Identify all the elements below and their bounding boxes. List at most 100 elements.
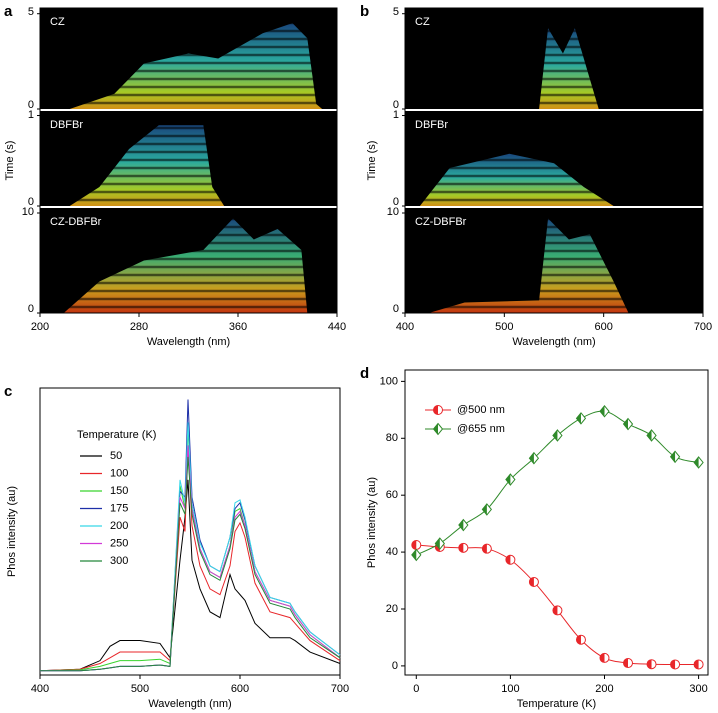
panel-label: d xyxy=(360,365,369,382)
marker-half xyxy=(435,538,440,550)
spectrum-line xyxy=(40,422,341,672)
marker-half xyxy=(694,659,699,669)
marker-half xyxy=(647,429,652,441)
marker xyxy=(599,404,610,418)
subplot-label: DBFBr xyxy=(415,119,448,131)
marker xyxy=(622,417,634,431)
marker xyxy=(433,405,443,415)
y-axis-title: Phos intensity (au) xyxy=(6,486,18,577)
marker xyxy=(458,542,469,553)
spectrum-line xyxy=(39,445,341,672)
spectrum-line xyxy=(40,456,341,672)
y-tick-label: 10 xyxy=(387,206,399,218)
marker-half xyxy=(623,418,629,430)
marker xyxy=(481,503,493,516)
marker xyxy=(623,658,634,669)
marker-half xyxy=(529,577,534,587)
marker xyxy=(528,576,539,587)
x-tick-label: 500 xyxy=(131,683,149,695)
x-axis-title: Wavelength (nm) xyxy=(512,336,595,348)
marker-half xyxy=(647,659,652,669)
marker xyxy=(505,473,516,486)
marker-half xyxy=(411,540,417,550)
y-axis-title: Phos intensity (au) xyxy=(366,477,378,568)
spectrum-line xyxy=(39,479,341,672)
marker-half xyxy=(411,549,417,561)
y-tick-label: 0 xyxy=(28,196,34,208)
streak-emission xyxy=(40,125,337,206)
marker xyxy=(411,548,422,562)
panel-label: b xyxy=(360,3,369,20)
x-axis-title: Temperature (K) xyxy=(517,698,596,710)
marker-half xyxy=(552,429,558,441)
streak-emission xyxy=(405,28,703,110)
frame xyxy=(39,387,341,676)
legend-label: 150 xyxy=(110,485,128,497)
marker-half xyxy=(529,452,534,464)
x-tick-label: 440 xyxy=(328,321,346,333)
legend-label: 200 xyxy=(110,520,128,532)
marker-half xyxy=(505,474,511,486)
y-tick-label: 5 xyxy=(393,6,399,18)
marker xyxy=(432,422,444,436)
marker-half xyxy=(599,653,605,663)
legend-label: 300 xyxy=(110,555,128,567)
y-tick-label: 0 xyxy=(392,660,398,672)
marker xyxy=(434,537,445,550)
x-tick-label: 400 xyxy=(31,683,49,695)
marker-half xyxy=(482,544,487,554)
marker xyxy=(575,634,586,645)
y-tick-label: 10 xyxy=(22,206,34,218)
marker xyxy=(575,412,587,425)
marker-half xyxy=(670,659,676,669)
marker-half xyxy=(623,658,629,668)
x-tick-label: 700 xyxy=(694,321,712,333)
y-tick-label: 0 xyxy=(393,99,399,111)
y-tick-label: 100 xyxy=(380,375,398,387)
x-tick-label: 360 xyxy=(229,321,247,333)
marker-half xyxy=(694,456,699,468)
x-tick-label: 0 xyxy=(413,683,419,695)
x-tick-label: 280 xyxy=(130,321,148,333)
marker-half xyxy=(505,555,511,565)
legend-label: 250 xyxy=(110,537,128,549)
y-tick-label: 60 xyxy=(386,489,398,501)
x-tick-label: 600 xyxy=(594,321,612,333)
x-axis-title: Wavelength (nm) xyxy=(148,698,231,710)
x-tick-label: 200 xyxy=(31,321,49,333)
subplot-label: CZ xyxy=(50,16,65,28)
y-axis-title: Time (s) xyxy=(366,141,378,181)
frame xyxy=(404,7,704,314)
panel-label: c xyxy=(4,383,12,400)
marker xyxy=(528,451,540,465)
y-tick-label: 1 xyxy=(28,109,34,121)
marker xyxy=(669,450,681,464)
legend-label: @500 nm xyxy=(457,404,505,416)
y-axis-title: Time (s) xyxy=(4,141,16,181)
marker xyxy=(670,659,681,670)
legend-label: @655 nm xyxy=(457,423,505,435)
marker xyxy=(646,659,657,670)
subplot-label: CZ xyxy=(415,16,430,28)
legend-label: 175 xyxy=(110,502,128,514)
marker xyxy=(552,605,563,616)
marker xyxy=(505,554,516,565)
x-tick-label: 200 xyxy=(595,683,613,695)
marker-half xyxy=(599,405,605,417)
x-tick-label: 400 xyxy=(396,321,414,333)
marker xyxy=(599,652,610,663)
marker-half xyxy=(433,423,438,435)
y-tick-label: 20 xyxy=(386,603,398,615)
marker-half xyxy=(458,543,464,553)
y-tick-label: 1 xyxy=(393,109,399,121)
marker xyxy=(693,456,704,469)
legend-label: 50 xyxy=(110,450,122,462)
subplot-label: DBFBr xyxy=(50,119,83,131)
legend-title: Temperature (K) xyxy=(77,429,156,441)
marker xyxy=(646,429,657,442)
legend-label: 100 xyxy=(110,467,128,479)
marker-half xyxy=(552,605,558,615)
marker xyxy=(458,518,469,532)
y-tick-label: 0 xyxy=(28,303,34,315)
